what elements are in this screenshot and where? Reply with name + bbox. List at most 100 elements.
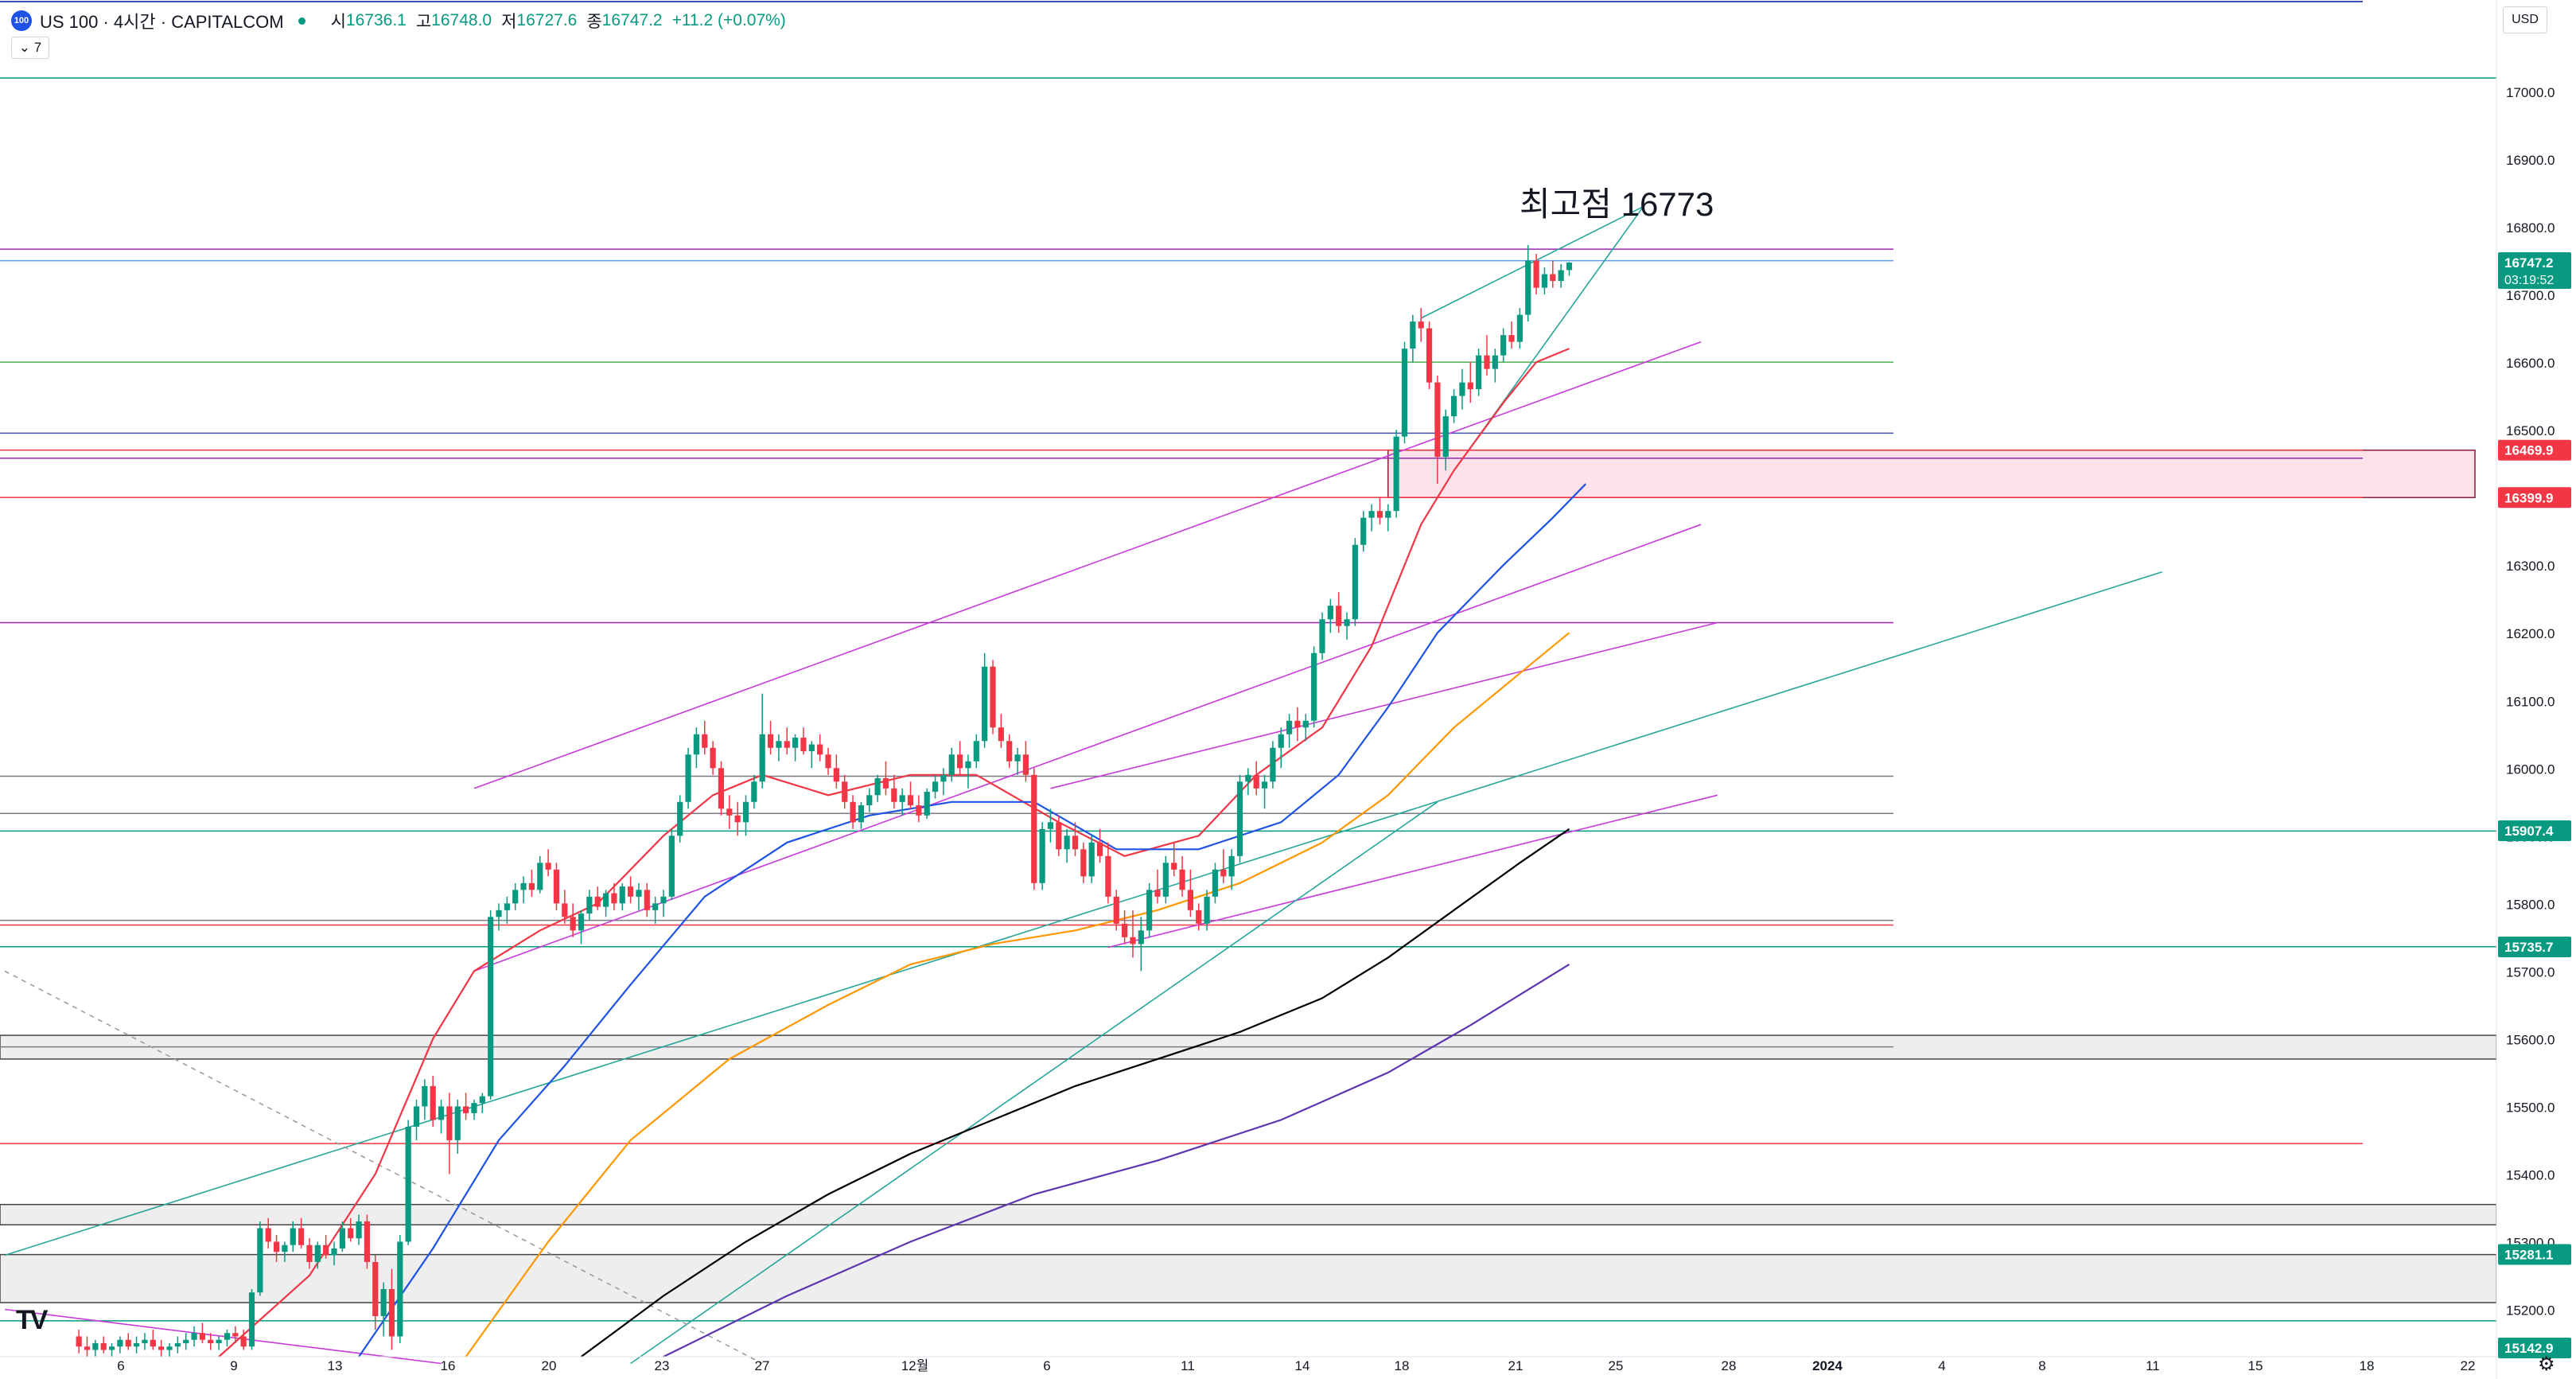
candle[interactable] — [1072, 822, 1079, 856]
candle[interactable] — [1451, 389, 1457, 423]
candle[interactable] — [792, 734, 799, 762]
candle[interactable] — [1442, 409, 1449, 471]
candle[interactable] — [488, 910, 494, 1100]
candle[interactable] — [224, 1329, 231, 1347]
candle[interactable] — [882, 761, 889, 796]
candle[interactable] — [1467, 362, 1473, 403]
candle[interactable] — [636, 882, 642, 910]
candle[interactable] — [1278, 727, 1284, 769]
candle[interactable] — [1039, 822, 1045, 890]
candle[interactable] — [422, 1079, 428, 1120]
candle[interactable] — [916, 795, 922, 823]
candle[interactable] — [1336, 592, 1342, 633]
candle[interactable] — [1204, 890, 1210, 931]
candle[interactable] — [273, 1234, 280, 1262]
candle[interactable] — [158, 1339, 165, 1357]
candle[interactable] — [998, 714, 1004, 748]
candle[interactable] — [1014, 747, 1021, 775]
candle[interactable] — [907, 781, 914, 809]
candle[interactable] — [1541, 267, 1548, 295]
candle[interactable] — [751, 774, 757, 809]
candle[interactable] — [92, 1339, 99, 1357]
candle[interactable] — [957, 741, 963, 775]
candle[interactable] — [1171, 842, 1177, 877]
candle[interactable] — [817, 734, 823, 762]
candle[interactable] — [1344, 612, 1350, 640]
candle[interactable] — [331, 1241, 337, 1266]
candle[interactable] — [1245, 768, 1251, 796]
candle[interactable] — [240, 1329, 247, 1350]
candle[interactable] — [1122, 910, 1128, 945]
candle[interactable] — [1261, 774, 1268, 809]
candle[interactable] — [562, 890, 568, 924]
candle[interactable] — [512, 882, 519, 910]
candle[interactable] — [142, 1333, 148, 1350]
candle[interactable] — [282, 1241, 288, 1262]
candle[interactable] — [1064, 828, 1070, 863]
candle[interactable] — [1327, 598, 1333, 633]
candle[interactable] — [767, 720, 774, 755]
candle[interactable] — [1088, 836, 1095, 883]
candle[interactable] — [1500, 328, 1507, 363]
candle[interactable] — [232, 1326, 239, 1343]
candle[interactable] — [1533, 254, 1539, 295]
candle[interactable] — [611, 882, 617, 910]
candle[interactable] — [1253, 761, 1259, 796]
candle[interactable] — [1360, 511, 1367, 552]
candle[interactable] — [602, 890, 609, 917]
candle[interactable] — [1022, 741, 1029, 782]
candle[interactable] — [899, 788, 905, 816]
candle[interactable] — [874, 774, 881, 802]
candle[interactable] — [891, 774, 897, 809]
candle[interactable] — [496, 903, 502, 931]
candle[interactable] — [1426, 321, 1433, 390]
candle[interactable] — [702, 720, 708, 755]
candle[interactable] — [1319, 612, 1325, 660]
symbol-title[interactable]: US 100 · 4시간 · CAPITALCOM — [40, 12, 284, 32]
candle[interactable] — [108, 1342, 115, 1357]
candle[interactable] — [438, 1099, 445, 1134]
candle[interactable] — [1368, 504, 1375, 532]
candle[interactable] — [348, 1217, 354, 1242]
candle[interactable] — [216, 1336, 222, 1350]
candle[interactable] — [1187, 869, 1193, 917]
candle[interactable] — [84, 1336, 91, 1357]
candle[interactable] — [364, 1214, 370, 1269]
candle[interactable] — [265, 1217, 271, 1249]
candle[interactable] — [1154, 869, 1161, 904]
candle[interactable] — [866, 788, 873, 812]
candle[interactable] — [388, 1268, 395, 1350]
currency-button[interactable]: USD — [2503, 6, 2547, 33]
candle[interactable] — [578, 910, 585, 945]
candle[interactable] — [1270, 741, 1276, 789]
candle[interactable] — [463, 1093, 469, 1120]
candle[interactable] — [1138, 917, 1144, 972]
candle[interactable] — [1401, 341, 1408, 444]
candle[interactable] — [940, 768, 947, 796]
candle[interactable] — [306, 1238, 313, 1269]
candle[interactable] — [380, 1282, 387, 1337]
price-axis[interactable]: 17000.0 16900.0 16800.0 16700.0 16600.0 16500… — [2496, 0, 2576, 1379]
candle[interactable] — [323, 1234, 329, 1259]
candle[interactable] — [808, 741, 815, 769]
candle[interactable] — [520, 876, 527, 904]
candle[interactable] — [257, 1221, 263, 1296]
candle[interactable] — [1434, 376, 1441, 485]
candle[interactable] — [1080, 842, 1087, 883]
candle[interactable] — [298, 1217, 305, 1249]
gear-icon[interactable]: ⚙ — [2538, 1354, 2555, 1375]
indicators-collapse-button[interactable]: ⌄ 7 — [11, 37, 49, 59]
candle[interactable] — [1212, 863, 1219, 904]
candle[interactable] — [586, 890, 593, 921]
candle[interactable] — [1550, 260, 1556, 288]
candle[interactable] — [982, 652, 988, 748]
candle[interactable] — [660, 890, 667, 917]
candle[interactable] — [339, 1221, 345, 1252]
candle[interactable] — [1286, 714, 1293, 748]
candle[interactable] — [454, 1099, 461, 1154]
candle[interactable] — [413, 1099, 420, 1140]
candle[interactable] — [1179, 855, 1185, 897]
candle[interactable] — [1525, 245, 1531, 322]
candle[interactable] — [734, 801, 741, 836]
